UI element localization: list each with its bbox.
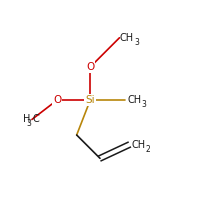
Text: CH: CH [127, 95, 141, 105]
Text: 3: 3 [142, 100, 147, 109]
Text: 3: 3 [134, 38, 139, 47]
Text: 2: 2 [146, 144, 150, 154]
Text: 3: 3 [26, 119, 31, 128]
Text: O: O [53, 95, 61, 105]
Text: CH: CH [119, 33, 134, 43]
Text: O: O [86, 62, 94, 72]
Text: C: C [33, 114, 40, 124]
Text: CH: CH [131, 140, 145, 150]
Text: Si: Si [85, 95, 95, 105]
Text: H: H [23, 114, 30, 124]
